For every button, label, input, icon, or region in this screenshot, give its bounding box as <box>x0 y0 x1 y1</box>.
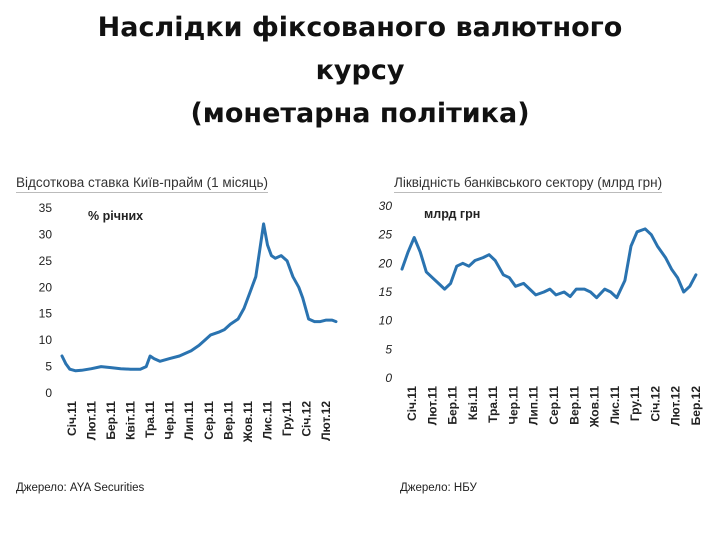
y-tick-label: 15 <box>39 307 53 321</box>
x-tick-label: Чер.11 <box>506 386 520 425</box>
x-tick-label: Лют.11 <box>425 386 439 426</box>
y-tick-label: 35 <box>39 201 53 215</box>
slide-title-line-2: курсу <box>315 55 405 86</box>
x-tick-label: Січ.11 <box>65 401 79 436</box>
x-tick-label: Січ.12 <box>300 401 314 437</box>
x-tick-label: Бер.12 <box>689 386 703 426</box>
x-tick-label: Лис.11 <box>608 386 622 425</box>
y-tick-label: 0 <box>45 386 52 400</box>
y-tick-label: 15 <box>379 285 393 299</box>
chart-title-kyiv-prime: Відсоткова ставка Київ-прайм (1 місяць) <box>16 175 269 193</box>
chart-source-kyiv-prime: Джерело: AYA Securities <box>16 482 145 494</box>
y-tick-label: 10 <box>379 314 393 328</box>
y-tick-label: 25 <box>39 254 53 268</box>
slide-title-line-1: Наслідки фіксованого валютного <box>97 12 623 43</box>
x-tick-label: Кві.11 <box>466 386 480 420</box>
series-line <box>60 222 338 373</box>
x-tick-label: Бер.11 <box>104 401 118 440</box>
unit-label: млрд грн <box>424 207 480 221</box>
x-tick-label: Сер.11 <box>202 401 216 440</box>
chart-title-bank-liquidity: Ліквідність банківського сектору (млрд г… <box>394 175 663 193</box>
x-tick-label: Чер.11 <box>163 401 177 440</box>
y-tick-label: 25 <box>378 228 393 242</box>
slide-title: Наслідки фіксованого валютного курсу (мо… <box>0 6 720 135</box>
x-tick-label: Лют.12 <box>669 386 683 426</box>
x-tick-label: Жов.11 <box>241 401 255 444</box>
unit-label: % річних <box>88 209 143 223</box>
x-tick-label: Січ.11 <box>405 386 419 421</box>
x-tick-label: Січ.12 <box>648 386 662 422</box>
chart-bank-liquidity: 0 5 10 15 20 25 30 млрд грн Січ.11 Лют.11 Бер.11 Кв… <box>378 199 703 429</box>
x-tick-label: Тра.11 <box>143 401 157 438</box>
x-tick-label: Лют.12 <box>319 401 333 441</box>
x-tick-label: Вер.11 <box>221 401 235 440</box>
x-tick-label: Вер.11 <box>567 386 581 425</box>
y-tick-label: 5 <box>45 360 52 374</box>
x-tick-label: Гру.11 <box>280 401 294 436</box>
y-tick-label: 30 <box>379 199 393 213</box>
y-tick-label: 30 <box>39 227 53 241</box>
series-line <box>400 227 698 300</box>
y-tick-label: 10 <box>39 333 53 347</box>
x-tick-label: Квіт.11 <box>124 401 138 440</box>
x-tick-label: Сер.11 <box>547 386 561 425</box>
y-tick-label: 20 <box>378 256 393 270</box>
x-tick-label: Жов.11 <box>588 386 602 429</box>
chart-source-bank-liquidity: Джерело: НБУ <box>400 482 477 494</box>
y-tick-label: 0 <box>385 371 392 385</box>
x-tick-label: Бер.11 <box>446 386 460 425</box>
y-tick-label: 20 <box>39 280 53 294</box>
x-tick-label: Лют.11 <box>84 401 98 441</box>
slide-title-line-3: (монетарна політика) <box>190 98 530 129</box>
x-tick-label: Лип.11 <box>527 386 541 425</box>
x-tick-label: Гру.11 <box>628 386 642 421</box>
chart-kyiv-prime: 0 5 10 15 20 25 30 35 % річних Січ.11 Лют.11 Бер.11… <box>39 201 338 444</box>
x-tick-label: Лис.11 <box>261 401 275 440</box>
y-tick-label: 5 <box>385 342 392 356</box>
x-tick-label: Тра.11 <box>486 386 500 423</box>
x-tick-label: Лип.11 <box>182 401 196 440</box>
